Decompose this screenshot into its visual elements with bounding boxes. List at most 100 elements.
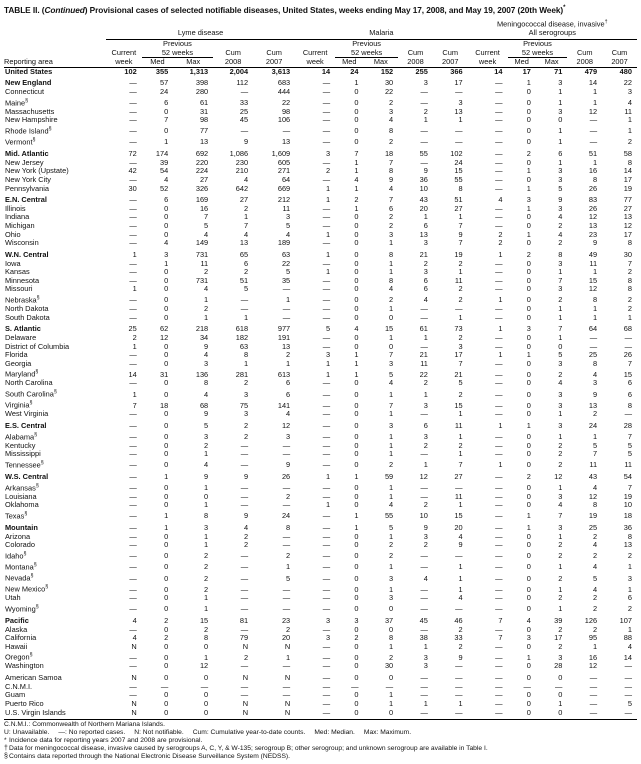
row-area-label: Alaska (4, 625, 106, 635)
area-name: Pennsylvania (5, 183, 49, 193)
table-row: Florida —0 4 8 2 3 1 7 21 17 1 1 5 25 26 (4, 350, 637, 360)
data-cell: 0 (526, 295, 531, 305)
area-name: W.S. Central (5, 472, 49, 482)
data-cell: 136 (195, 369, 209, 379)
data-cell: 14 (623, 652, 632, 662)
data-cell: 2 (204, 624, 209, 634)
area-name: North Dakota (5, 304, 49, 314)
area-name: E.N. Central (5, 195, 47, 205)
data-cell: 1 (325, 500, 331, 510)
data-cell: — (129, 593, 137, 603)
data-cell: 1 (204, 540, 209, 550)
area-name: Washington (5, 661, 44, 671)
data-cell: 0 (164, 312, 169, 322)
data-cell: 2 (286, 350, 291, 360)
data-cell: — (495, 378, 503, 388)
data-cell: — (495, 86, 503, 96)
row-area-label: Utah (4, 593, 106, 603)
data-cell: 2 (592, 551, 598, 561)
data-cell: 1 (389, 258, 394, 268)
data-cell: 0 (354, 221, 359, 231)
data-cell: 0 (354, 483, 359, 493)
row-area-label: Arizona (4, 531, 106, 542)
data-cell: — (129, 624, 137, 634)
data-cell: 1 (558, 531, 563, 541)
data-cell: 8 (204, 511, 209, 521)
data-cell: 6 (423, 275, 428, 285)
table-row: Mountain — 1 3 4 8 — 1 5 9 20 — 1 3 25 36 (4, 521, 637, 533)
data-cell: 4 (423, 573, 428, 583)
data-cell: 0 (164, 491, 169, 501)
data-cell: 37 (384, 616, 394, 626)
data-cell: 5 (592, 573, 598, 583)
data-cell: 9 (243, 472, 249, 482)
data-cell: — (624, 661, 632, 671)
data-cell: 11 (589, 258, 598, 268)
data-cell: 1 (423, 699, 428, 709)
data-cell: 7 (389, 195, 394, 205)
data-cell: 3 (389, 358, 394, 368)
data-cell: — (129, 212, 137, 222)
data-cell: 0 (354, 86, 359, 96)
data-cell: N (284, 641, 291, 651)
data-cell: — (129, 174, 137, 184)
rule-weeks52-meningococcal (507, 57, 568, 58)
data-cell: — (495, 593, 503, 603)
data-cell: — (322, 460, 331, 470)
data-cell: 3 (558, 258, 563, 268)
data-cell: 0 (526, 284, 531, 294)
area-name: Arizona (5, 531, 31, 541)
data-cell: 49 (588, 250, 598, 260)
data-cell: — (129, 449, 137, 459)
data-cell: 0 (354, 409, 359, 419)
data-cell: 3 (558, 284, 563, 294)
data-cell: 38 (419, 633, 428, 643)
data-cell: 2 (204, 584, 209, 594)
table-row: Kansas — 0 2 2 5 1 0 1 3 1 — 0 1 1 2 (4, 267, 637, 277)
data-cell: 281 (235, 369, 249, 379)
data-cell: — (322, 78, 331, 88)
table-row: Minnesota — 0 731 51 35 — 0 8 6 11 — 0 7 15 8 (4, 275, 637, 286)
data-cell: — (589, 681, 598, 691)
data-cell: 0 (204, 641, 209, 651)
data-cell: 8 (627, 275, 632, 285)
area-name: Kansas (5, 267, 30, 277)
table-row: Iowa —1 11 6 22—0 1 2 2—0 3 11 7 (4, 258, 637, 269)
cum-label-meningococcal-2007: Cum (611, 47, 628, 57)
table-row: S. Atlantic 25 62 218 618 977 5 4 15 61 73 1 3 7 64 68 (4, 322, 637, 334)
data-cell: 8 (389, 275, 394, 285)
data-cell: 0 (164, 350, 169, 360)
title-prefix: TABLE II. ( (4, 4, 45, 15)
table-header: Lyme disease Malaria Meningococcal disea… (4, 18, 637, 68)
data-cell: 64 (281, 174, 291, 184)
data-cell: 1 (354, 511, 359, 521)
data-cell: 7 (354, 149, 359, 159)
data-cell: — (495, 157, 503, 167)
data-cell: 2 (458, 389, 463, 399)
data-cell: — (129, 460, 137, 470)
data-cell: 4 (204, 389, 209, 399)
data-cell: 9 (243, 511, 249, 521)
data-cell: 22 (419, 369, 428, 379)
data-cell: 7 (592, 449, 598, 459)
table-row: Maryland§ 14 31 136 281 613 1 1 5 22 21—0 2 4 15 (4, 368, 637, 379)
data-cell: 1 (325, 229, 331, 239)
data-cell: 1 (286, 358, 291, 368)
data-cell: 13 (454, 106, 463, 116)
data-cell: — (322, 551, 331, 561)
data-cell: 75 (239, 400, 249, 410)
data-cell: 1 (423, 641, 428, 651)
data-cell: 0 (164, 284, 169, 294)
data-cell: 8 (627, 284, 632, 294)
data-cell: — (282, 126, 291, 136)
data-cell: — (282, 540, 291, 550)
data-cell: 9 (286, 460, 291, 470)
data-cell: 126 (584, 616, 598, 626)
data-cell: 39 (554, 616, 563, 626)
data-cell: 0 (526, 221, 531, 231)
data-cell: 4 (389, 115, 394, 125)
data-cell: 4 (204, 350, 209, 360)
table-row: Tennessee§ — 0 4 — 9 — 0 2 1 7 1 0 2 11 11 (4, 459, 637, 470)
data-cell: 0 (354, 312, 359, 322)
